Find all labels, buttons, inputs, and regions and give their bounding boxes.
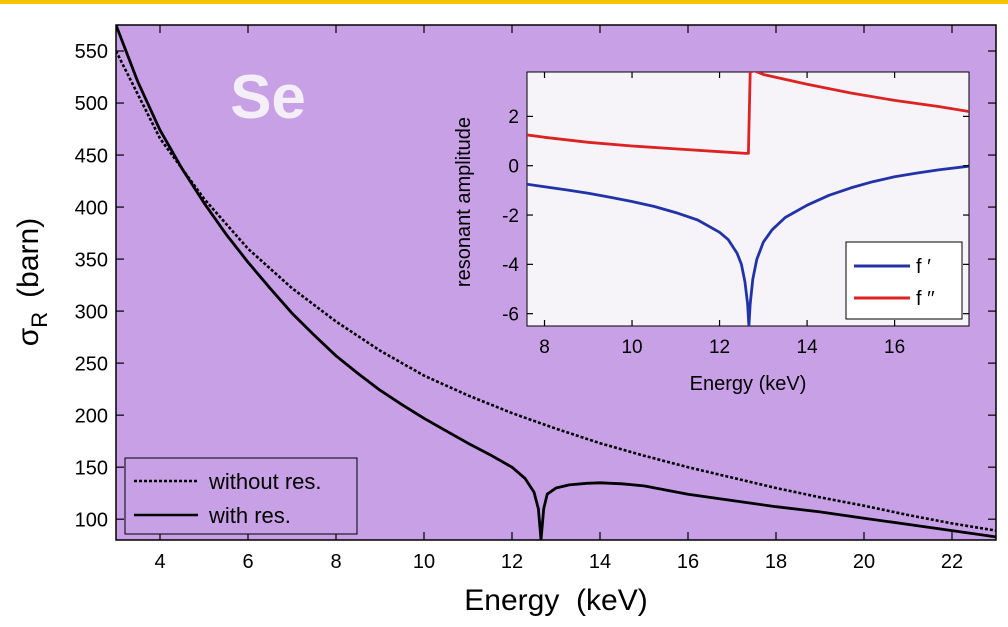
y-axis-title: σR (barn): [12, 218, 52, 346]
inset-series-group: [527, 72, 969, 326]
inset-y-tick-label: -2: [502, 206, 519, 227]
inset-y-tick-label: -4: [502, 255, 519, 276]
inset-x-tick-label: 10: [621, 337, 642, 358]
inset-axes: 8 10 12 14 16 -6 -4 -2 0 2: [502, 72, 969, 358]
main-y-tick-label: 550: [75, 41, 108, 63]
inset-legend: f ′ f ′′: [845, 241, 963, 320]
main-y-tick-label: 200: [75, 405, 108, 427]
top-accent-bar: [0, 0, 1008, 4]
inset-y-tick-label: 2: [508, 107, 519, 128]
inset-y-tick-label: -6: [502, 305, 519, 326]
main-series-group: [116, 25, 996, 540]
main-x-tick-label: 6: [242, 551, 253, 573]
main-y-tick-label: 400: [75, 197, 108, 219]
x-axis-title: Energy (keV): [464, 584, 647, 617]
main-x-tick-label: 12: [501, 551, 523, 573]
inset-x-axis-title: Energy (keV): [690, 373, 807, 395]
inset-y-tick-label: 0: [508, 157, 519, 178]
main-y-tick-label: 150: [75, 457, 108, 479]
main-x-tick-label: 4: [154, 551, 165, 573]
inset-series-f-prime: [527, 164, 969, 326]
y-axis-symbol: σ: [12, 327, 45, 346]
main-x-tick-label: 14: [589, 551, 611, 573]
main-x-tick-label: 10: [413, 551, 435, 573]
legend-label-f-prime: f ′: [916, 256, 931, 278]
inset-x-tick-label: 16: [884, 337, 905, 358]
legend-label-without-res: without res.: [208, 469, 322, 494]
inset-x-tick-label: 14: [797, 337, 819, 358]
main-y-tick-label: 450: [75, 145, 108, 167]
main-series-with-res: [116, 25, 996, 540]
main-series-without-res: [116, 50, 996, 532]
legend-label-with-res: with res.: [208, 503, 291, 528]
main-x-tick-label: 20: [853, 551, 875, 573]
main-legend: without res. with res.: [124, 457, 358, 535]
main-y-tick-label: 350: [75, 249, 108, 271]
main-y-tick-label: 100: [75, 509, 108, 531]
main-x-tick-label: 8: [330, 551, 341, 573]
main-x-tick-label: 16: [677, 551, 699, 573]
inset-series-f-double-prime: [527, 72, 969, 155]
y-axis-unit: (barn): [12, 218, 45, 298]
main-x-tick-label: 18: [765, 551, 787, 573]
y-axis-subscript: R: [27, 312, 52, 328]
main-y-tick-label: 250: [75, 353, 108, 375]
main-x-tick-label: 22: [941, 551, 963, 573]
main-y-tick-label: 500: [75, 93, 108, 115]
main-axes: 4 6 8 10 12 14 16 18 20 2210015020025030035040045…: [75, 25, 996, 573]
main-y-tick-label: 300: [75, 301, 108, 323]
element-label: Se: [230, 63, 306, 132]
inset-y-axis-title: resonant amplitude: [453, 117, 475, 287]
inset-x-tick-label: 8: [539, 337, 550, 358]
legend-label-f-double-prime: f ′′: [916, 288, 935, 310]
inset-x-tick-label: 12: [709, 337, 730, 358]
